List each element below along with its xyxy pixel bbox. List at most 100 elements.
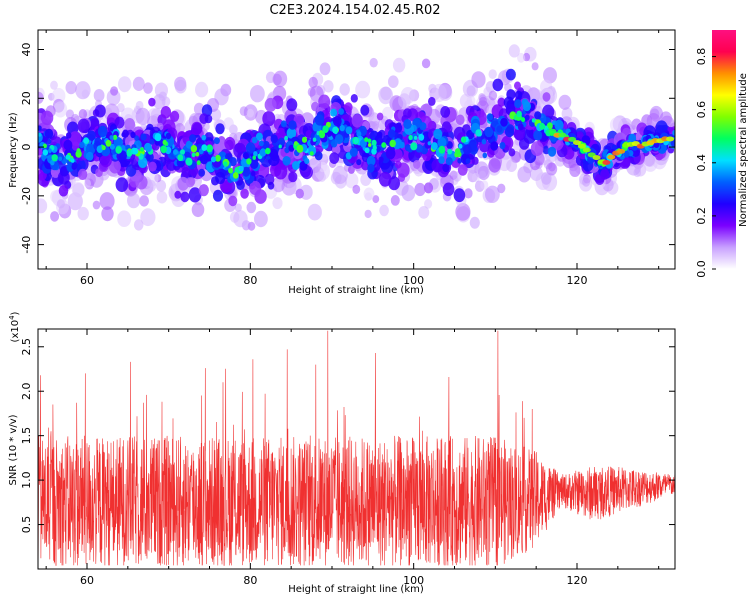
spectrogram-y-axis-label: Frequency (Hz) [8,112,19,188]
spectrogram-cell [314,114,325,126]
spectrogram-cell [478,139,490,153]
spectrogram-plot-frame [37,29,676,270]
spectrogram-cell [250,170,256,177]
spectrogram-cell [118,150,128,161]
spectrogram-hotspot [592,155,601,161]
spectrogram-cell [386,146,395,156]
spectrogram-y-ticks: -40 -20 0 20 40 [20,43,675,254]
spectrogram-cell [258,140,264,147]
spectrogram-cell [349,147,358,157]
snr-y-multiplier-base: (x10 [10,320,21,343]
spectrogram-cell [210,156,217,163]
spectrogram-cell [70,158,75,163]
spectrogram-cell [93,89,105,102]
spectrogram-cell [485,185,500,203]
spectrogram-cell [50,190,61,203]
spectrogram-cell [600,168,610,180]
spectrogram-cell [388,129,396,139]
spectrogram-cell [389,139,396,148]
spectrogram-cell [42,143,48,149]
spectrogram-cell [372,120,380,130]
spectrogram-cell [87,130,96,141]
spectrogram-cell [180,149,185,156]
spectrogram-cell [250,85,265,103]
spectrogram-cell [445,157,453,166]
spectrogram-cell [155,140,160,146]
snr-panel: 60 80 100 120 0.5 1.0 1.5 2.0 2.5 Height of str… [8,311,676,595]
spectrogram-cell [440,106,451,118]
spectrogram-cell [379,204,389,217]
spectrogram-cell [522,101,532,112]
spectrogram-cell [201,144,208,152]
spectrogram-cell [206,144,214,153]
spectrogram-cell [345,126,353,135]
spectrogram-cell [447,148,453,155]
spectrogram-cell [122,129,129,138]
spectrogram-cell [265,71,276,84]
spectrogram-cell [277,137,286,146]
spectrogram-cell [180,191,190,203]
spectrogram-cell [85,143,96,155]
spectrogram-cell [482,152,488,159]
spectrogram-cell [508,44,520,58]
spectrogram-cell [156,190,168,204]
spectrogram-cell [138,157,148,168]
spectrogram-cell [212,189,224,202]
spectrogram-cell [367,163,375,173]
spectrogram-cell [94,137,102,147]
spectrogram-cell [48,148,52,153]
spectrogram-cell [238,165,244,172]
spectrogram-cell [460,136,467,143]
spectrogram-cell [126,149,133,157]
spectrogram-cell [339,124,345,132]
spectrogram-cell [225,153,231,160]
snr-y-tick-label: 0.5 [20,516,33,534]
spectrogram-cell [96,145,104,153]
spectrogram-cell [464,188,473,199]
spectrogram-cell [195,152,200,157]
spectrogram-cell [524,114,530,121]
spectrogram-cell [99,153,112,168]
spectrogram-cell [488,158,501,173]
spectrogram-cell [58,185,69,197]
spectrogram-cell [213,137,220,145]
spectrogram-cell [232,172,239,179]
spectrogram-cell [309,151,314,156]
spectrogram-cell [40,110,54,126]
spectrogram-cell [109,135,114,140]
colorbar-tick-label: 0.6 [695,101,708,119]
spectrogram-cell [200,155,208,165]
spectrogram-cell [272,197,283,210]
colorbar-tick-label: 0.4 [695,154,708,172]
spectrogram-cell [44,128,54,139]
spectrogram-cell [177,176,189,191]
spectrogram-cell [160,106,172,119]
spectrogram-cell [246,201,257,214]
spectrogram-cell [267,181,275,190]
spectrogram-cell [288,144,295,152]
spectrogram-x-tick-label: 100 [403,274,424,287]
spectrogram-cell [554,119,564,131]
spectrogram-cell [65,81,77,95]
spectrogram-cell [270,134,278,144]
spectrogram-cell [423,182,434,194]
spectrogram-cell [259,148,267,157]
spectrogram-cell [504,126,515,138]
spectrogram-cell [376,112,384,121]
spectrogram-cell [191,152,196,158]
spectrogram-cell [372,145,377,151]
spectrogram-cell [43,136,48,143]
spectrogram-cell [623,150,630,158]
spectrogram-cell [234,203,242,212]
spectrogram-cell [438,145,446,154]
spectrogram-cell [492,78,504,92]
spectrogram-cell [413,135,418,140]
spectrogram-cell [517,123,524,131]
spectrogram-cell [672,129,675,136]
spectrogram-cell [471,71,486,88]
spectrogram-cell [438,84,453,101]
spectrogram-cell [264,97,277,112]
spectrogram-cell [322,125,329,133]
spectrogram-cell [105,139,112,147]
spectrogram-cell [442,163,450,173]
